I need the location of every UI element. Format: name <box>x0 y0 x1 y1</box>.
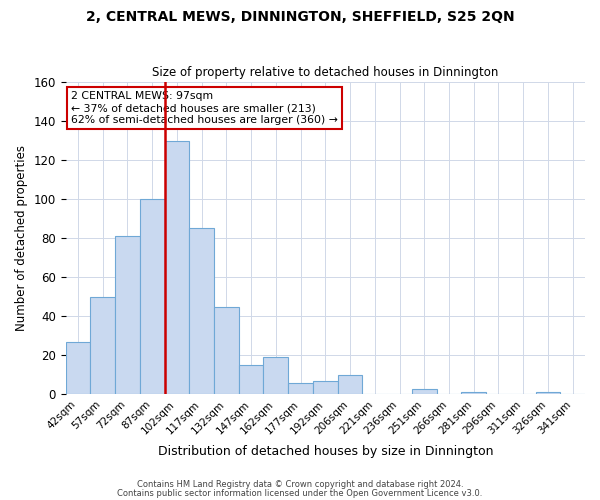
Text: Contains HM Land Registry data © Crown copyright and database right 2024.: Contains HM Land Registry data © Crown c… <box>137 480 463 489</box>
X-axis label: Distribution of detached houses by size in Dinnington: Distribution of detached houses by size … <box>158 444 493 458</box>
Bar <box>412 388 437 394</box>
Bar <box>338 375 362 394</box>
Bar <box>115 236 140 394</box>
Text: 2, CENTRAL MEWS, DINNINGTON, SHEFFIELD, S25 2QN: 2, CENTRAL MEWS, DINNINGTON, SHEFFIELD, … <box>86 10 514 24</box>
Bar <box>263 358 288 395</box>
Y-axis label: Number of detached properties: Number of detached properties <box>15 146 28 332</box>
Bar <box>65 342 91 394</box>
Bar <box>536 392 560 394</box>
Bar <box>461 392 486 394</box>
Bar <box>239 365 263 394</box>
Text: Contains public sector information licensed under the Open Government Licence v3: Contains public sector information licen… <box>118 489 482 498</box>
Bar <box>190 228 214 394</box>
Bar <box>214 306 239 394</box>
Bar <box>164 140 190 394</box>
Bar <box>140 199 164 394</box>
Title: Size of property relative to detached houses in Dinnington: Size of property relative to detached ho… <box>152 66 499 80</box>
Bar <box>288 382 313 394</box>
Text: 2 CENTRAL MEWS: 97sqm
← 37% of detached houses are smaller (213)
62% of semi-det: 2 CENTRAL MEWS: 97sqm ← 37% of detached … <box>71 92 338 124</box>
Bar <box>91 297 115 394</box>
Bar <box>313 381 338 394</box>
